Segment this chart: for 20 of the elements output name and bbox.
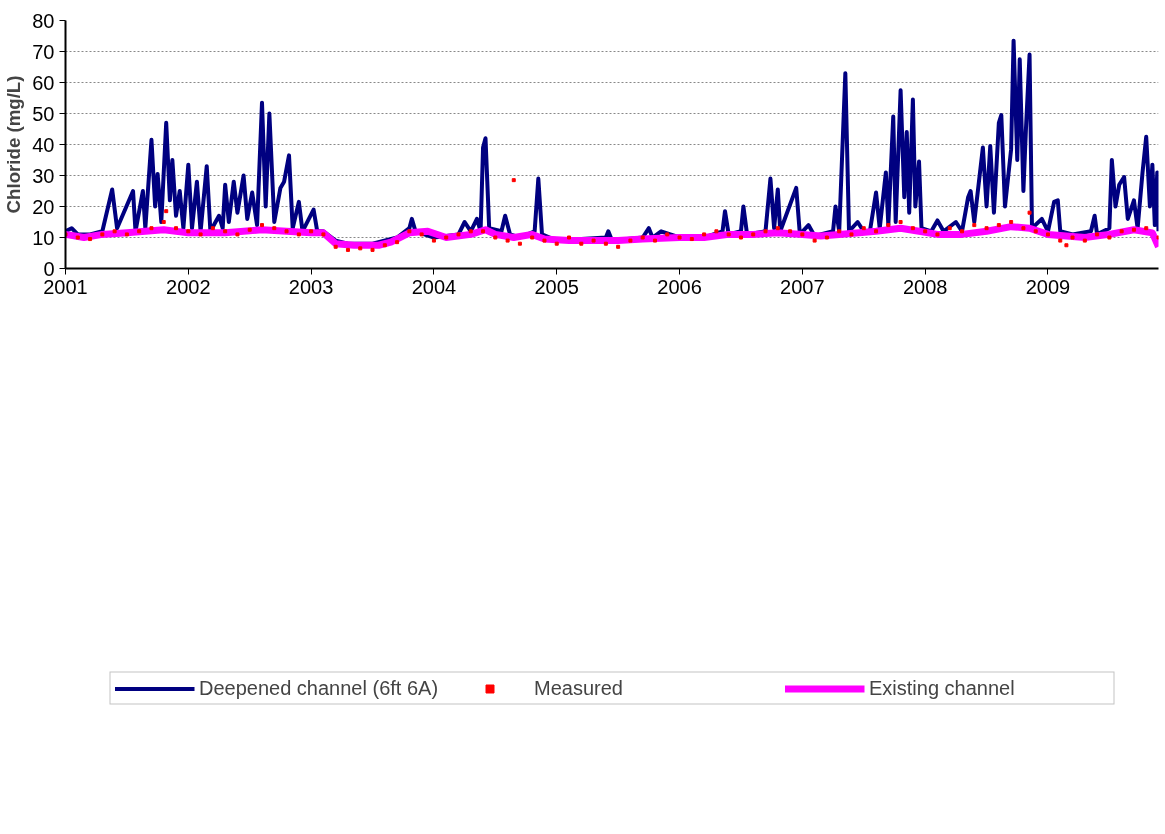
x-tick-label: 2005 [534,275,579,298]
x-tick-label: 2003 [288,275,334,298]
x-tick-label: 2009 [1025,275,1071,298]
y-tick-label: 50 [32,102,55,125]
y-tick-label: 40 [32,133,55,156]
y-tick-label: 20 [32,195,55,218]
x-tick-label: 2006 [657,275,702,298]
x-tick-label: 2004 [411,275,457,298]
y-tick-label: 70 [32,40,55,63]
legend-label: Deepened channel (6ft 6A) [199,676,439,700]
y-axis-title: Chloride (mg/L) [3,75,25,214]
y-tick-label: 60 [32,71,55,94]
x-tick-label: 2007 [780,275,825,298]
y-tick-label: 80 [32,9,55,32]
x-tick-label: 2002 [166,275,211,298]
x-tick-label: 2008 [902,275,948,298]
legend-label: Measured [534,676,624,700]
y-tick-label: 10 [32,226,55,249]
legend-label: Existing channel [869,676,1016,700]
y-tick-label: 30 [32,164,55,187]
